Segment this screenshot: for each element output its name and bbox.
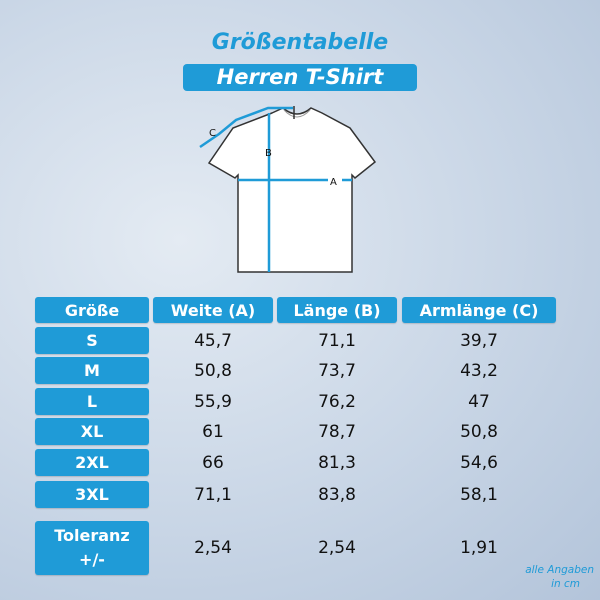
size-label: S	[35, 327, 149, 354]
sleeve-value: 58,1	[460, 484, 498, 505]
units-note-line1: alle Angaben	[525, 564, 594, 576]
size-label: L	[35, 388, 149, 415]
page-title: Größentabelle	[211, 30, 389, 55]
tshirt-diagram: A B C	[199, 106, 377, 273]
tolerance-label: Toleranz +/-	[35, 521, 149, 575]
width-value: 71,1	[194, 484, 232, 505]
header-sleeve: Armlänge (C)	[402, 297, 556, 323]
width-value: 61	[202, 421, 224, 442]
length-value: 73,7	[318, 360, 356, 381]
sleeve-value: 54,6	[460, 452, 498, 473]
header-size: Größe	[35, 297, 149, 323]
header-width: Weite (A)	[153, 297, 273, 323]
units-note: alle Angaben in cm	[524, 563, 594, 591]
tolerance-label-line2: +/-	[79, 550, 105, 569]
tolerance-label-line1: Toleranz	[54, 526, 130, 545]
tolerance-a: 2,54	[194, 538, 232, 558]
width-value: 66	[202, 452, 224, 473]
label-b: B	[265, 148, 272, 159]
tshirt-outline	[207, 107, 377, 273]
sleeve-value: 50,8	[460, 421, 498, 442]
length-value: 81,3	[318, 452, 356, 473]
sleeve-value: 43,2	[460, 360, 498, 381]
size-label: XL	[35, 418, 149, 445]
tolerance-b: 2,54	[318, 538, 356, 558]
width-value: 50,8	[194, 360, 232, 381]
header-length: Länge (B)	[277, 297, 397, 323]
sleeve-value: 47	[468, 391, 490, 412]
size-label: M	[35, 357, 149, 384]
width-value: 45,7	[194, 330, 232, 351]
units-note-line2: in cm	[551, 578, 580, 590]
measure-line-c	[199, 106, 293, 149]
label-a: A	[330, 177, 337, 188]
sleeve-value: 39,7	[460, 330, 498, 351]
size-label: 2XL	[35, 449, 149, 476]
length-value: 76,2	[318, 391, 356, 412]
width-value: 55,9	[194, 391, 232, 412]
subtitle-banner: Herren T-Shirt	[183, 64, 417, 91]
length-value: 83,8	[318, 484, 356, 505]
length-value: 78,7	[318, 421, 356, 442]
tolerance-c: 1,91	[460, 538, 498, 558]
length-value: 71,1	[318, 330, 356, 351]
label-c: C	[209, 128, 216, 139]
size-label: 3XL	[35, 481, 149, 508]
